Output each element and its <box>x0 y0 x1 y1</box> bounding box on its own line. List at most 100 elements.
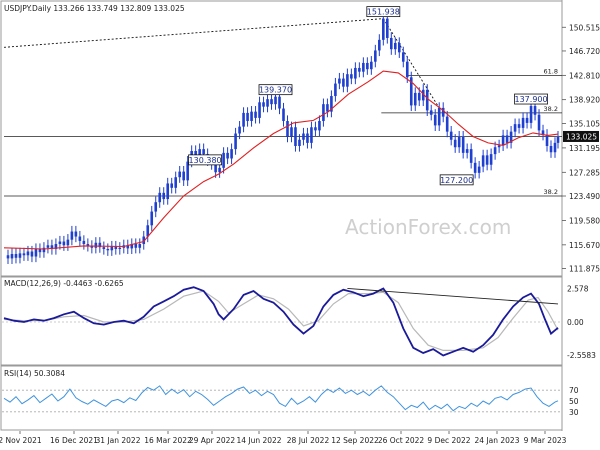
price-label-box-3 <box>514 93 548 105</box>
price-candle <box>346 74 349 87</box>
price-label-4: 127.200 <box>440 176 473 185</box>
price-candle <box>513 124 517 132</box>
price-candle <box>18 253 22 258</box>
price-candle <box>266 99 269 107</box>
price-candle <box>198 149 201 159</box>
price-candle <box>429 110 433 115</box>
price-candle <box>386 18 389 38</box>
price-axis: 150.515 146.720 142.810 138.920 135.105 131.1… <box>562 23 600 274</box>
price-candle <box>106 249 110 251</box>
price-candle <box>282 108 285 122</box>
price-candle <box>74 231 78 237</box>
price-candle <box>322 104 325 122</box>
price-candle <box>214 164 217 173</box>
price-candle <box>362 62 365 72</box>
price-candle <box>6 255 10 259</box>
price-tick-label: 131.195 <box>569 144 600 153</box>
price-candle <box>146 225 150 237</box>
rsi-tick-label: 50 <box>569 397 579 406</box>
price-candle <box>354 67 357 79</box>
price-candle <box>202 149 205 155</box>
price-candle <box>58 241 62 245</box>
price-candle <box>537 114 541 131</box>
price-candle <box>274 96 277 105</box>
macd-line <box>3 286 559 357</box>
price-tick-label: 119.580 <box>569 216 600 225</box>
price-candle <box>401 52 405 62</box>
price-candle <box>334 83 337 97</box>
price-candle <box>270 99 273 105</box>
moving-average-line <box>3 70 559 250</box>
price-boxed-labels: 151.938 139.370 130.380 137.900 127.200 <box>188 6 548 186</box>
price-candle <box>302 133 305 140</box>
price-candle <box>10 254 14 259</box>
price-candle <box>294 127 297 146</box>
price-candle <box>533 106 537 115</box>
rsi-line <box>3 385 559 412</box>
price-candle <box>382 18 385 40</box>
decline-trendline <box>382 18 440 109</box>
price-tick-label: 127.285 <box>569 168 600 177</box>
price-tick-label: 123.490 <box>569 192 600 201</box>
price-candle <box>70 231 74 240</box>
price-candle <box>142 236 146 245</box>
price-candle <box>38 249 42 253</box>
price-candle <box>370 61 373 70</box>
price-trendlines <box>3 18 440 109</box>
price-label-box-4 <box>439 174 474 186</box>
price-candle <box>469 149 473 163</box>
price-series <box>3 12 560 265</box>
rsi-panel-title: RSI(14) 50.3084 <box>4 369 65 378</box>
price-candle <box>390 37 393 50</box>
time-tick-label: 9 Mar 2023 <box>524 436 567 445</box>
price-candle <box>310 127 313 143</box>
price-candle <box>437 107 441 126</box>
price-candle <box>509 131 513 143</box>
macd-series <box>2 286 562 357</box>
price-candle <box>166 183 170 200</box>
time-tick-label: 28 Jul 2022 <box>287 436 330 445</box>
price-candle <box>138 244 142 248</box>
price-candle <box>338 78 341 84</box>
price-candle <box>521 117 525 128</box>
macd-axis: 2.578 0.00 -2.5583 <box>567 285 596 360</box>
time-tick-label: 26 Oct 2022 <box>378 436 425 445</box>
time-tick-label: 12 Sep 2022 <box>331 436 379 445</box>
price-label-0: 151.938 <box>367 8 400 17</box>
price-candle <box>66 239 70 246</box>
price-tick-label: 146.720 <box>569 47 600 56</box>
macd-tick-label: -2.5583 <box>567 351 596 360</box>
last-price-tag <box>563 130 599 142</box>
price-candle <box>342 78 345 87</box>
time-tick-label: 24 Jan 2023 <box>475 436 520 445</box>
price-candle <box>445 116 449 132</box>
price-candle <box>150 211 154 226</box>
rsi-series <box>2 385 562 413</box>
price-panel-title: USDJPY.Daily 133.266 133.749 132.809 133… <box>4 4 185 13</box>
price-label-1: 139.370 <box>259 86 292 95</box>
price-candle <box>290 127 293 137</box>
level-line-label-3: 38.2 <box>544 188 558 196</box>
price-candle <box>162 192 166 200</box>
price-candle <box>278 96 281 109</box>
level-line-label-2: 38.2 <box>544 105 558 113</box>
price-candle <box>90 245 94 248</box>
price-candle <box>465 149 469 153</box>
price-candle <box>449 131 453 140</box>
price-candle <box>497 145 501 148</box>
price-candle <box>417 92 421 101</box>
time-tick-label: 16 Dec 2021 <box>50 436 98 445</box>
price-candle <box>378 39 381 51</box>
level-line-label-1: 61.8 <box>544 67 558 75</box>
price-candle <box>433 114 437 126</box>
price-candle <box>234 133 237 150</box>
time-tick-label: 16 Mar 2022 <box>144 436 192 445</box>
price-candle <box>314 127 317 131</box>
price-candle <box>158 192 162 203</box>
price-candle <box>94 242 98 248</box>
time-tick-label: 14 Jun 2022 <box>236 436 281 445</box>
macd-panel-title: MACD(12,26,9) -0.4463 -0.6265 <box>4 279 124 288</box>
price-candle <box>461 136 465 153</box>
price-candle <box>242 112 245 127</box>
price-candle <box>62 241 66 246</box>
